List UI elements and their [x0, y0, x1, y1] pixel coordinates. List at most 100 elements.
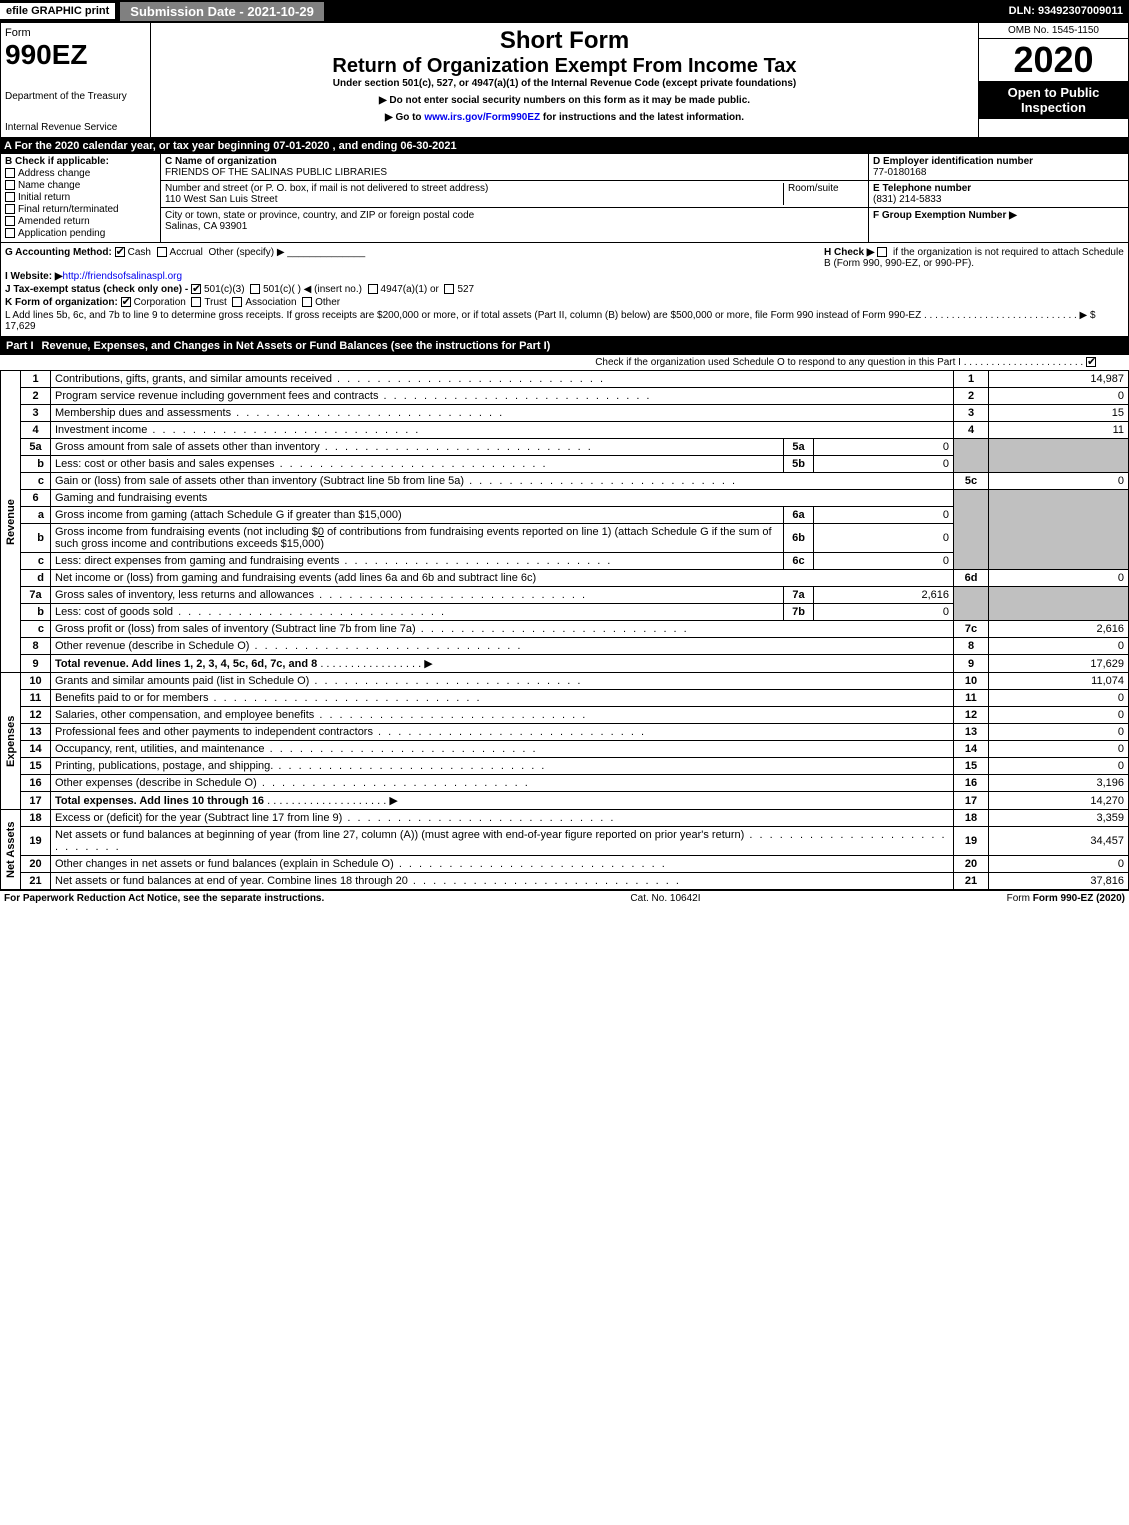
under-section: Under section 501(c), 527, or 4947(a)(1)… — [155, 78, 974, 89]
sub-amount: 0 — [814, 604, 954, 621]
phone-row: E Telephone number (831) 214-5833 — [869, 181, 1128, 208]
line-no: 19 — [954, 827, 989, 856]
l-text: L Add lines 5b, 6c, and 7b to line 9 to … — [5, 310, 921, 321]
line-a: A For the 2020 calendar year, or tax yea… — [0, 138, 1129, 154]
row-label: Professional fees and other payments to … — [51, 724, 954, 741]
cb-sched-b[interactable] — [877, 247, 887, 257]
footer-right: Form Form 990-EZ (2020) — [1007, 893, 1125, 904]
row-num: 20 — [21, 856, 51, 873]
row-label: Investment income — [51, 422, 954, 439]
row-num: a — [21, 507, 51, 524]
row-label: Less: cost or other basis and sales expe… — [51, 456, 784, 473]
line-no: 5c — [954, 473, 989, 490]
row-label: Gain or (loss) from sale of assets other… — [51, 473, 954, 490]
efile-print[interactable]: efile GRAPHIC print — [0, 3, 115, 19]
row-num: d — [21, 570, 51, 587]
amount: 0 — [989, 690, 1129, 707]
g-line: G Accounting Method: Cash Accrual Other … — [5, 247, 365, 269]
row-num: 19 — [21, 827, 51, 856]
name-address-cell: C Name of organization FRIENDS OF THE SA… — [161, 154, 868, 242]
org-block: B Check if applicable: Address change Na… — [0, 154, 1129, 243]
ein-row: D Employer identification number 77-0180… — [869, 154, 1128, 181]
row-label: Gaming and fundraising events — [51, 490, 954, 507]
row-num: 18 — [21, 810, 51, 827]
goto-pre: Go to — [395, 112, 424, 123]
part1-table: Revenue 1 Contributions, gifts, grants, … — [0, 370, 1129, 890]
cb-cash[interactable] — [115, 247, 125, 257]
grey-cell — [989, 439, 1129, 473]
cb-527[interactable] — [444, 284, 454, 294]
line-no: 13 — [954, 724, 989, 741]
form-number: 990EZ — [5, 39, 146, 71]
sched-o-note: Check if the organization used Schedule … — [0, 355, 1129, 370]
row-num: b — [21, 524, 51, 553]
row-num: 13 — [21, 724, 51, 741]
goto-link[interactable]: www.irs.gov/Form990EZ — [424, 112, 540, 123]
row-num: 21 — [21, 873, 51, 890]
row-num: 5a — [21, 439, 51, 456]
row-num: 1 — [21, 371, 51, 388]
footer-left: For Paperwork Reduction Act Notice, see … — [4, 893, 324, 904]
below-org: G Accounting Method: Cash Accrual Other … — [0, 243, 1129, 337]
cb-amended-return[interactable]: Amended return — [5, 216, 156, 227]
cb-501c[interactable] — [250, 284, 260, 294]
line-no: 17 — [954, 792, 989, 810]
addr-label: Number and street (or P. O. box, if mail… — [165, 183, 488, 194]
row-label: Total revenue. Add lines 1, 2, 3, 4, 5c,… — [51, 655, 954, 673]
row-num: b — [21, 456, 51, 473]
i-line: I Website: ▶http://friendsofsalinaspl.or… — [5, 271, 1124, 282]
j-opt: 501(c)(3) — [204, 284, 245, 295]
cb-assoc[interactable] — [232, 297, 242, 307]
cb-501c3[interactable] — [191, 284, 201, 294]
line-no: 6d — [954, 570, 989, 587]
cb-final-return[interactable]: Final return/terminated — [5, 204, 156, 215]
net-assets-side-label: Net Assets — [1, 810, 21, 890]
row-label: Membership dues and assessments — [51, 405, 954, 422]
line-no: 11 — [954, 690, 989, 707]
cb-initial-return[interactable]: Initial return — [5, 192, 156, 203]
cb-4947[interactable] — [368, 284, 378, 294]
row-num: 4 — [21, 422, 51, 439]
grey-cell — [954, 587, 989, 621]
website-link[interactable]: http://friendsofsalinaspl.org — [63, 271, 183, 282]
c-label: C Name of organization — [165, 156, 277, 167]
k-opt: Other — [315, 297, 340, 308]
form-word: Form — [5, 27, 146, 39]
cb-corp[interactable] — [121, 297, 131, 307]
top-bar: efile GRAPHIC print Submission Date - 20… — [0, 0, 1129, 22]
grey-cell — [989, 587, 1129, 621]
line-no: 2 — [954, 388, 989, 405]
row-label: Total expenses. Add lines 10 through 16 … — [51, 792, 954, 810]
amount: 0 — [989, 741, 1129, 758]
row-num: 8 — [21, 638, 51, 655]
org-name-row: C Name of organization FRIENDS OF THE SA… — [161, 154, 868, 181]
amount: 34,457 — [989, 827, 1129, 856]
sub-amount: 0 — [814, 524, 954, 553]
cb-address-change[interactable]: Address change — [5, 168, 156, 179]
cb-application-pending[interactable]: Application pending — [5, 228, 156, 239]
part1-title: Revenue, Expenses, and Changes in Net As… — [42, 340, 551, 352]
other-label: Other (specify) ▶ — [208, 247, 284, 258]
omb-number: OMB No. 1545-1150 — [979, 23, 1128, 39]
k-line: K Form of organization: Corporation Trus… — [5, 297, 1124, 308]
j-line: J Tax-exempt status (check only one) - 5… — [5, 284, 1124, 295]
org-city: Salinas, CA 93901 — [165, 221, 247, 232]
org-addr-row: Number and street (or P. O. box, if mail… — [161, 181, 868, 208]
row-label: Gross profit or (loss) from sales of inv… — [51, 621, 954, 638]
line-no: 7c — [954, 621, 989, 638]
row-num: 10 — [21, 673, 51, 690]
k-opt: Corporation — [134, 297, 186, 308]
cb-trust[interactable] — [191, 297, 201, 307]
amount: 0 — [989, 856, 1129, 873]
cb-label: Address change — [18, 168, 90, 179]
line-no: 9 — [954, 655, 989, 673]
cb-other[interactable] — [302, 297, 312, 307]
k-label: K Form of organization: — [5, 297, 118, 308]
cb-sched-o[interactable] — [1086, 357, 1096, 367]
line-no: 14 — [954, 741, 989, 758]
cb-accrual[interactable] — [157, 247, 167, 257]
amount: 11,074 — [989, 673, 1129, 690]
line-no: 3 — [954, 405, 989, 422]
row-label: Less: cost of goods sold — [51, 604, 784, 621]
cb-name-change[interactable]: Name change — [5, 180, 156, 191]
